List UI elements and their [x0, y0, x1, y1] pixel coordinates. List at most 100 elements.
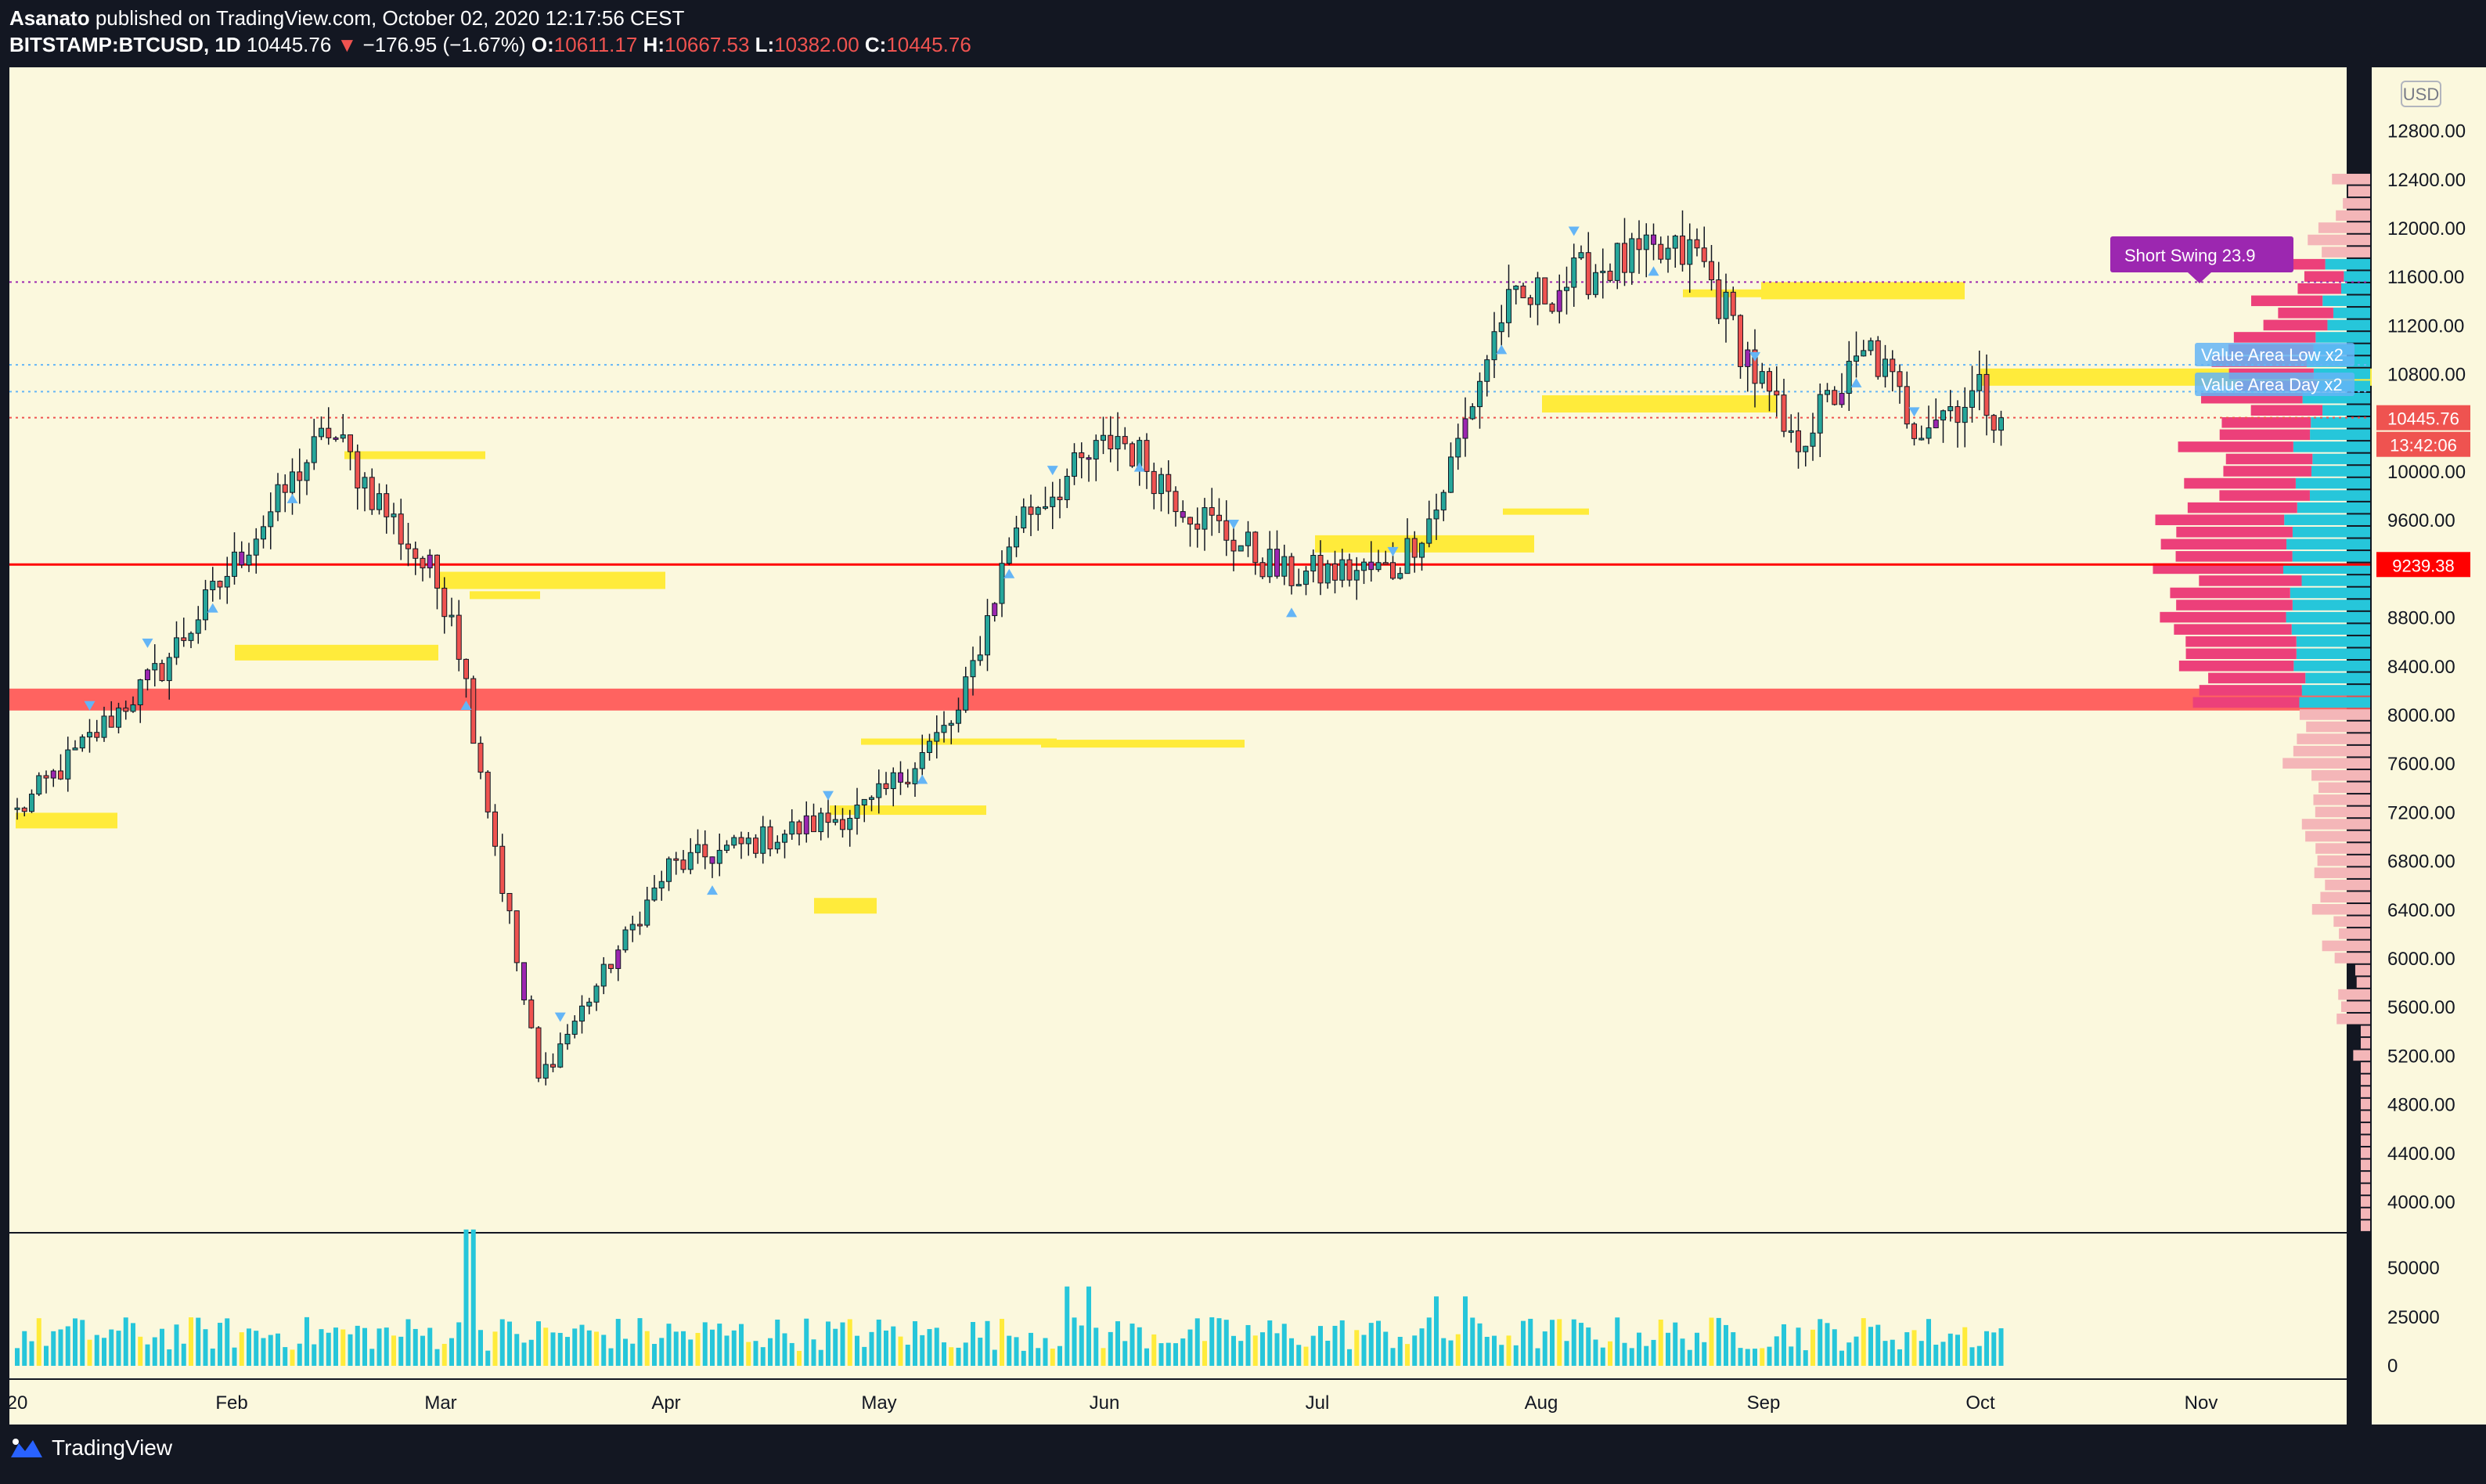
swing-low-marker [707, 885, 718, 895]
candle-body [1709, 261, 1714, 281]
price-axis[interactable]: 12800.00 12400.00 12000.00 11600.00 11200.00… [2387, 121, 2466, 1213]
yellow-zone [861, 738, 1057, 745]
volume-bar [1441, 1338, 1447, 1366]
volume-bar [44, 1345, 49, 1366]
volume-bar [1007, 1335, 1012, 1366]
volume-bar [1310, 1335, 1316, 1366]
profile-bar [2347, 186, 2370, 197]
volume-bar [1818, 1319, 1823, 1366]
profile-bar [2361, 1086, 2370, 1097]
volume-bar [572, 1328, 578, 1366]
swing-high-marker [1387, 546, 1399, 556]
candle-body [586, 1001, 593, 1007]
volume-bar [1202, 1341, 1207, 1366]
swing-high-marker [1047, 466, 1058, 476]
volume-bar [985, 1320, 990, 1366]
profile-bar-up [2286, 611, 2370, 623]
profile-bar-up [2311, 466, 2370, 477]
volume-bar [1615, 1317, 1620, 1366]
volume-bar [855, 1335, 859, 1366]
profile-bar-up [2297, 502, 2370, 513]
candle-body [1629, 238, 1635, 273]
time-tick-label: May [861, 1392, 896, 1414]
volume-bar [1274, 1333, 1280, 1366]
author-name[interactable]: Asanato [9, 6, 90, 30]
candle-body [65, 749, 71, 780]
candle-body [1883, 358, 1888, 377]
yellow-zone [830, 805, 986, 816]
candle-body [1535, 277, 1540, 305]
candle-body [1585, 252, 1591, 295]
candle-body [673, 858, 679, 861]
candle-body [1969, 390, 1975, 408]
candle-body [1578, 252, 1584, 259]
candle-body [1890, 358, 1896, 373]
candle-body [1781, 394, 1787, 432]
profile-bar-down [2208, 672, 2306, 684]
profile-bar [2361, 1159, 2370, 1171]
countdown-text: 13:42:06 [2390, 436, 2457, 456]
price-tick-label: 11200.00 [2387, 315, 2464, 337]
candle-body [224, 575, 230, 588]
symbol-label[interactable]: BITSTAMP:BTCUSD, 1D [9, 33, 241, 56]
candle-body [1353, 570, 1360, 581]
volume-bar [218, 1323, 222, 1366]
candle-body [847, 817, 853, 830]
profile-bar-down [2233, 332, 2316, 343]
volume-bar [1231, 1335, 1236, 1366]
volume-bar [1622, 1342, 1627, 1366]
candle-body [1021, 506, 1027, 529]
profile-bar-down [2251, 295, 2323, 307]
candle-body [1520, 285, 1526, 298]
volume-bar [73, 1318, 77, 1366]
volume-bar [949, 1347, 954, 1366]
tradingview-logo[interactable]: TradingView [9, 1435, 172, 1461]
volume-bar [463, 1229, 469, 1366]
volume-bar [1680, 1338, 1685, 1366]
profile-bar-down [2178, 661, 2294, 672]
candle-body [1382, 562, 1389, 565]
volume-bar [1455, 1334, 1461, 1366]
profile-bar-down [2170, 587, 2290, 599]
candles-layer [14, 210, 2004, 1086]
volume-bar [1571, 1319, 1576, 1366]
volume-bar [1883, 1341, 1888, 1366]
profile-bar [2361, 1196, 2370, 1207]
volume-bar [1637, 1332, 1641, 1366]
candle-body [1745, 349, 1751, 367]
candle-body [1180, 511, 1186, 518]
short-swing-text: Short Swing 23.9 [2124, 246, 2256, 265]
zones-layer [9, 282, 2372, 914]
profile-bar-down [2185, 648, 2297, 660]
profile-bar-up [2344, 271, 2370, 282]
candle-body [203, 589, 208, 621]
value-area-label-1: Value Area Low x2 [2195, 343, 2354, 366]
volume-bar [145, 1344, 150, 1366]
candle-body [253, 538, 259, 556]
volume-bar [434, 1349, 440, 1366]
time-tick-label: Sep [1747, 1392, 1781, 1414]
candle-body [1672, 236, 1678, 249]
candle-body [985, 615, 990, 656]
volume-bar [1854, 1336, 1859, 1366]
candle-body [521, 962, 527, 1001]
time-axis[interactable]: 20 Feb Mar Apr May Jun Jul Aug Sep Oct Nov [7, 1392, 2218, 1414]
candle-body [1701, 247, 1707, 262]
profile-bar-down [2221, 417, 2311, 428]
candle-body [1202, 507, 1208, 530]
volume-bar [514, 1334, 520, 1366]
price-tick-label: 5200.00 [2387, 1046, 2455, 1067]
profile-bar [2361, 1062, 2370, 1073]
volume-bar [1303, 1346, 1309, 1366]
candle-body [1426, 518, 1432, 544]
candle-body [123, 708, 129, 712]
volume-bar [1832, 1329, 1837, 1366]
candle-body [130, 704, 136, 712]
brand-text: TradingView [52, 1435, 173, 1460]
profile-bar [2361, 1038, 2370, 1049]
candle-body [1998, 417, 2004, 431]
currency-badge[interactable]: USD [2401, 81, 2441, 107]
candle-body [1433, 510, 1439, 520]
volume-bar [840, 1322, 845, 1366]
